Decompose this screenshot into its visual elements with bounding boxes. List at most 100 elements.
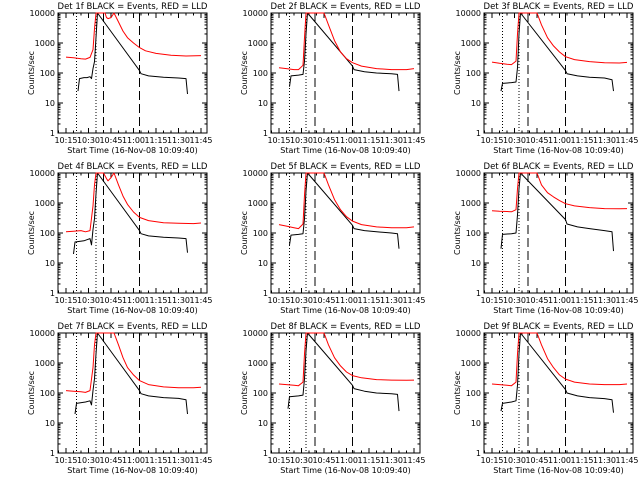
x-tick-label: 11:30 <box>167 296 190 305</box>
chart-title: Det 5f BLACK = Events, RED = LLD <box>271 162 421 172</box>
x-tick-label: 11:30 <box>380 456 403 465</box>
y-tick-label: 1000 <box>248 39 268 48</box>
x-tick-label: 11:45 <box>402 456 425 465</box>
y-axis-label: Counts/sec <box>27 371 36 415</box>
series-line-lld <box>491 172 628 213</box>
chart-title: Det 1f BLACK = Events, RED = LLD <box>58 2 208 12</box>
x-tick-label: 10:45 <box>525 296 548 305</box>
x-tick-label: 11:00 <box>548 136 571 145</box>
x-tick-label: 10:30 <box>503 456 526 465</box>
x-tick-label: 10:45 <box>525 136 548 145</box>
y-tick-label: 1000 <box>248 359 268 368</box>
x-tick-label: 10:30 <box>290 136 313 145</box>
x-tick-label: 10:15 <box>54 456 77 465</box>
plot-frame <box>270 172 421 294</box>
x-axis-label: Start Time (16-Nov-08 10:09:40) <box>67 146 197 155</box>
x-tick-label: 11:15 <box>144 456 167 465</box>
x-tick-label: 10:15 <box>267 296 290 305</box>
series-line-lld <box>278 332 415 387</box>
x-tick-label: 10:15 <box>54 296 77 305</box>
chart-title: Det 6f BLACK = Events, RED = LLD <box>484 162 634 172</box>
y-tick-label: 1 <box>263 289 268 298</box>
x-tick-label: 10:30 <box>77 136 100 145</box>
x-tick-label: 11:15 <box>357 136 380 145</box>
y-tick-label: 1 <box>476 449 481 458</box>
chart-panel: Det 7f BLACK = Events, RED = LLD 1 10 100 10… <box>0 320 213 480</box>
y-axis-label: Counts/sec <box>453 371 462 415</box>
x-tick-label: 10:15 <box>267 136 290 145</box>
plot-frame <box>270 332 421 454</box>
y-axis-label: Counts/sec <box>240 211 249 255</box>
y-tick-label: 1000 <box>35 359 55 368</box>
x-tick-label: 11:45 <box>189 136 212 145</box>
y-tick-label: 10 <box>258 419 268 428</box>
x-tick-label: 11:45 <box>615 456 638 465</box>
x-tick-label: 11:00 <box>122 296 145 305</box>
x-tick-label: 11:15 <box>570 136 593 145</box>
y-tick-label: 1 <box>263 449 268 458</box>
x-axis-label: Start Time (16-Nov-08 10:09:40) <box>493 466 623 475</box>
chart-panel: Det 8f BLACK = Events, RED = LLD 1 10 100 10… <box>213 320 426 480</box>
x-tick-label: 11:00 <box>122 136 145 145</box>
y-tick-label: 100 <box>40 389 55 398</box>
x-tick-label: 11:30 <box>380 136 403 145</box>
x-tick-label: 11:45 <box>402 296 425 305</box>
series-line-lld <box>278 12 415 71</box>
x-tick-label: 11:15 <box>357 456 380 465</box>
y-tick-label: 1000 <box>461 359 481 368</box>
plot-frame <box>57 332 208 454</box>
y-tick-label: 1 <box>50 129 55 138</box>
chart-svg: Det 1f BLACK = Events, RED = LLD 1 10 100 10… <box>27 2 213 155</box>
chart-panel: Det 9f BLACK = Events, RED = LLD 1 10 100 10… <box>426 320 639 480</box>
x-tick-label: 11:45 <box>402 136 425 145</box>
y-tick-label: 10000 <box>30 9 55 18</box>
x-tick-label: 10:45 <box>525 456 548 465</box>
y-tick-label: 10 <box>471 99 481 108</box>
plot-frame <box>483 12 634 134</box>
x-tick-label: 10:30 <box>503 136 526 145</box>
y-tick-label: 10000 <box>243 169 268 178</box>
chart-svg: Det 6f BLACK = Events, RED = LLD 1 10 100 10… <box>453 162 639 315</box>
series-line-lld <box>491 12 628 66</box>
series-line-events <box>77 12 188 95</box>
y-tick-label: 1000 <box>35 199 55 208</box>
x-axis-label: Start Time (16-Nov-08 10:09:40) <box>67 466 197 475</box>
series-line-events <box>500 12 614 92</box>
chart-svg: Det 4f BLACK = Events, RED = LLD 1 10 100 10… <box>27 162 213 315</box>
y-tick-label: 1 <box>50 449 55 458</box>
y-tick-label: 10 <box>471 259 481 268</box>
x-tick-label: 11:00 <box>548 296 571 305</box>
y-tick-label: 10 <box>258 259 268 268</box>
y-tick-label: 100 <box>253 69 268 78</box>
x-tick-label: 11:30 <box>380 296 403 305</box>
y-tick-label: 1000 <box>461 199 481 208</box>
x-tick-label: 11:15 <box>144 296 167 305</box>
y-axis-label: Counts/sec <box>453 51 462 95</box>
chart-svg: Det 7f BLACK = Events, RED = LLD 1 10 100 10… <box>27 322 213 475</box>
x-tick-label: 10:45 <box>99 296 122 305</box>
x-axis-label: Start Time (16-Nov-08 10:09:40) <box>280 146 410 155</box>
series-line-events <box>287 332 400 412</box>
x-tick-label: 10:30 <box>77 296 100 305</box>
y-tick-label: 100 <box>253 389 268 398</box>
y-axis-label: Counts/sec <box>240 51 249 95</box>
series-line-lld <box>278 172 415 230</box>
y-tick-label: 100 <box>466 69 481 78</box>
x-tick-label: 11:00 <box>335 456 358 465</box>
chart-svg: Det 9f BLACK = Events, RED = LLD 1 10 100 10… <box>453 322 639 475</box>
y-tick-label: 1 <box>50 289 55 298</box>
chart-svg: Det 3f BLACK = Events, RED = LLD 1 10 100 10… <box>453 2 639 155</box>
y-tick-label: 1 <box>476 129 481 138</box>
series-line-lld <box>65 12 202 60</box>
y-axis-label: Counts/sec <box>453 211 462 255</box>
x-tick-label: 10:45 <box>99 136 122 145</box>
y-tick-label: 100 <box>466 389 481 398</box>
chart-panel: Det 5f BLACK = Events, RED = LLD 1 10 100 10… <box>213 160 426 320</box>
x-tick-label: 10:30 <box>503 296 526 305</box>
chart-svg: Det 8f BLACK = Events, RED = LLD 1 10 100 10… <box>240 322 426 475</box>
y-axis-label: Counts/sec <box>27 211 36 255</box>
y-tick-label: 10000 <box>30 169 55 178</box>
x-tick-label: 10:15 <box>480 456 503 465</box>
y-tick-label: 10000 <box>456 329 481 338</box>
